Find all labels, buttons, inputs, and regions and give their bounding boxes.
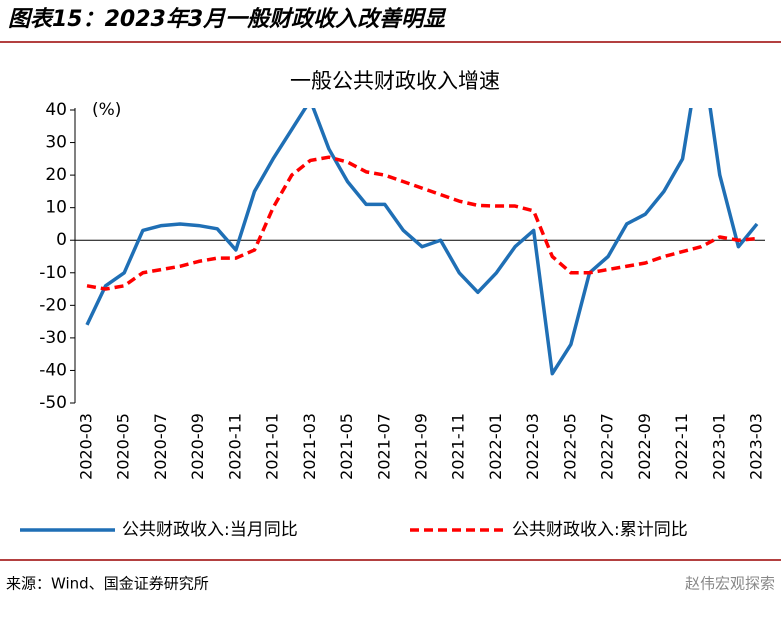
x-tick-label: 2022-11: [672, 413, 691, 480]
y-tick-label: -30: [39, 328, 67, 348]
x-tick-group: 2022-11: [672, 413, 691, 480]
x-tick-group: 2021-01: [263, 413, 282, 480]
y-tick-label: 20: [45, 165, 67, 185]
legend-label: 公共财政收入:当月同比: [122, 520, 298, 540]
x-tick-group: 2022-03: [523, 413, 542, 480]
x-tick-label: 2020-11: [225, 413, 244, 480]
unit-label: (%): [92, 100, 121, 120]
x-tick-label: 2022-01: [486, 413, 505, 480]
x-tick-label: 2021-09: [412, 413, 431, 480]
x-tick-label: 2020-09: [188, 413, 207, 480]
x-tick-label: 2020-05: [114, 413, 133, 480]
x-tick-label: 2022-09: [635, 413, 654, 480]
plot-area: [85, 108, 759, 376]
header-title: 图表15：2023年3月一般财政收入改善明显: [8, 6, 447, 32]
x-tick-label: 2021-01: [263, 413, 282, 480]
x-tick-group: 2021-09: [412, 413, 431, 480]
watermark: 赵伟宏观探索: [685, 575, 775, 593]
series-line: [86, 155, 758, 291]
y-tick-label: -50: [39, 393, 67, 413]
x-tick-label: 2021-05: [337, 413, 356, 480]
y-tick-label: 0: [56, 230, 67, 250]
x-tick-label: 2021-03: [300, 413, 319, 480]
x-tick-group: 2023-03: [747, 413, 766, 480]
y-tick-label: -40: [39, 360, 67, 380]
x-tick-label: 2023-01: [709, 413, 728, 480]
y-tick-label: 40: [45, 100, 67, 120]
x-tick-group: 2021-03: [300, 413, 319, 480]
x-tick-label: 2020-03: [77, 413, 96, 480]
x-tick-group: 2020-05: [114, 413, 133, 480]
source: 来源：Wind、国金证券研究所: [6, 575, 209, 593]
x-tick-label: 2022-07: [598, 413, 617, 480]
y-tick-label: 10: [45, 198, 67, 218]
x-tick-group: 2021-11: [449, 413, 468, 480]
x-tick-group: 2020-03: [77, 413, 96, 480]
x-tick-label: 2020-07: [151, 413, 170, 480]
x-tick-label: 2022-03: [523, 413, 542, 480]
x-tick-group: 2022-01: [486, 413, 505, 480]
legend-label: 公共财政收入:累计同比: [512, 520, 688, 540]
x-tick-group: 2020-09: [188, 413, 207, 480]
y-tick-label: -10: [39, 263, 67, 283]
x-tick-group: 2021-07: [374, 413, 393, 480]
x-tick-group: 2022-07: [598, 413, 617, 480]
y-tick-label: -20: [39, 295, 67, 315]
series-line: [85, 108, 759, 376]
x-tick-label: 2023-03: [747, 413, 766, 480]
y-tick-label: 30: [45, 133, 67, 153]
x-tick-label: 2022-05: [560, 413, 579, 480]
x-tick-group: 2020-07: [151, 413, 170, 480]
x-tick-group: 2020-11: [225, 413, 244, 480]
x-tick-label: 2021-11: [449, 413, 468, 480]
x-tick-group: 2022-09: [635, 413, 654, 480]
x-tick-group: 2023-01: [709, 413, 728, 480]
x-tick-label: 2021-07: [374, 413, 393, 480]
chart-title: 一般公共财政收入增速: [290, 69, 500, 93]
x-tick-group: 2021-05: [337, 413, 356, 480]
x-tick-group: 2022-05: [560, 413, 579, 480]
